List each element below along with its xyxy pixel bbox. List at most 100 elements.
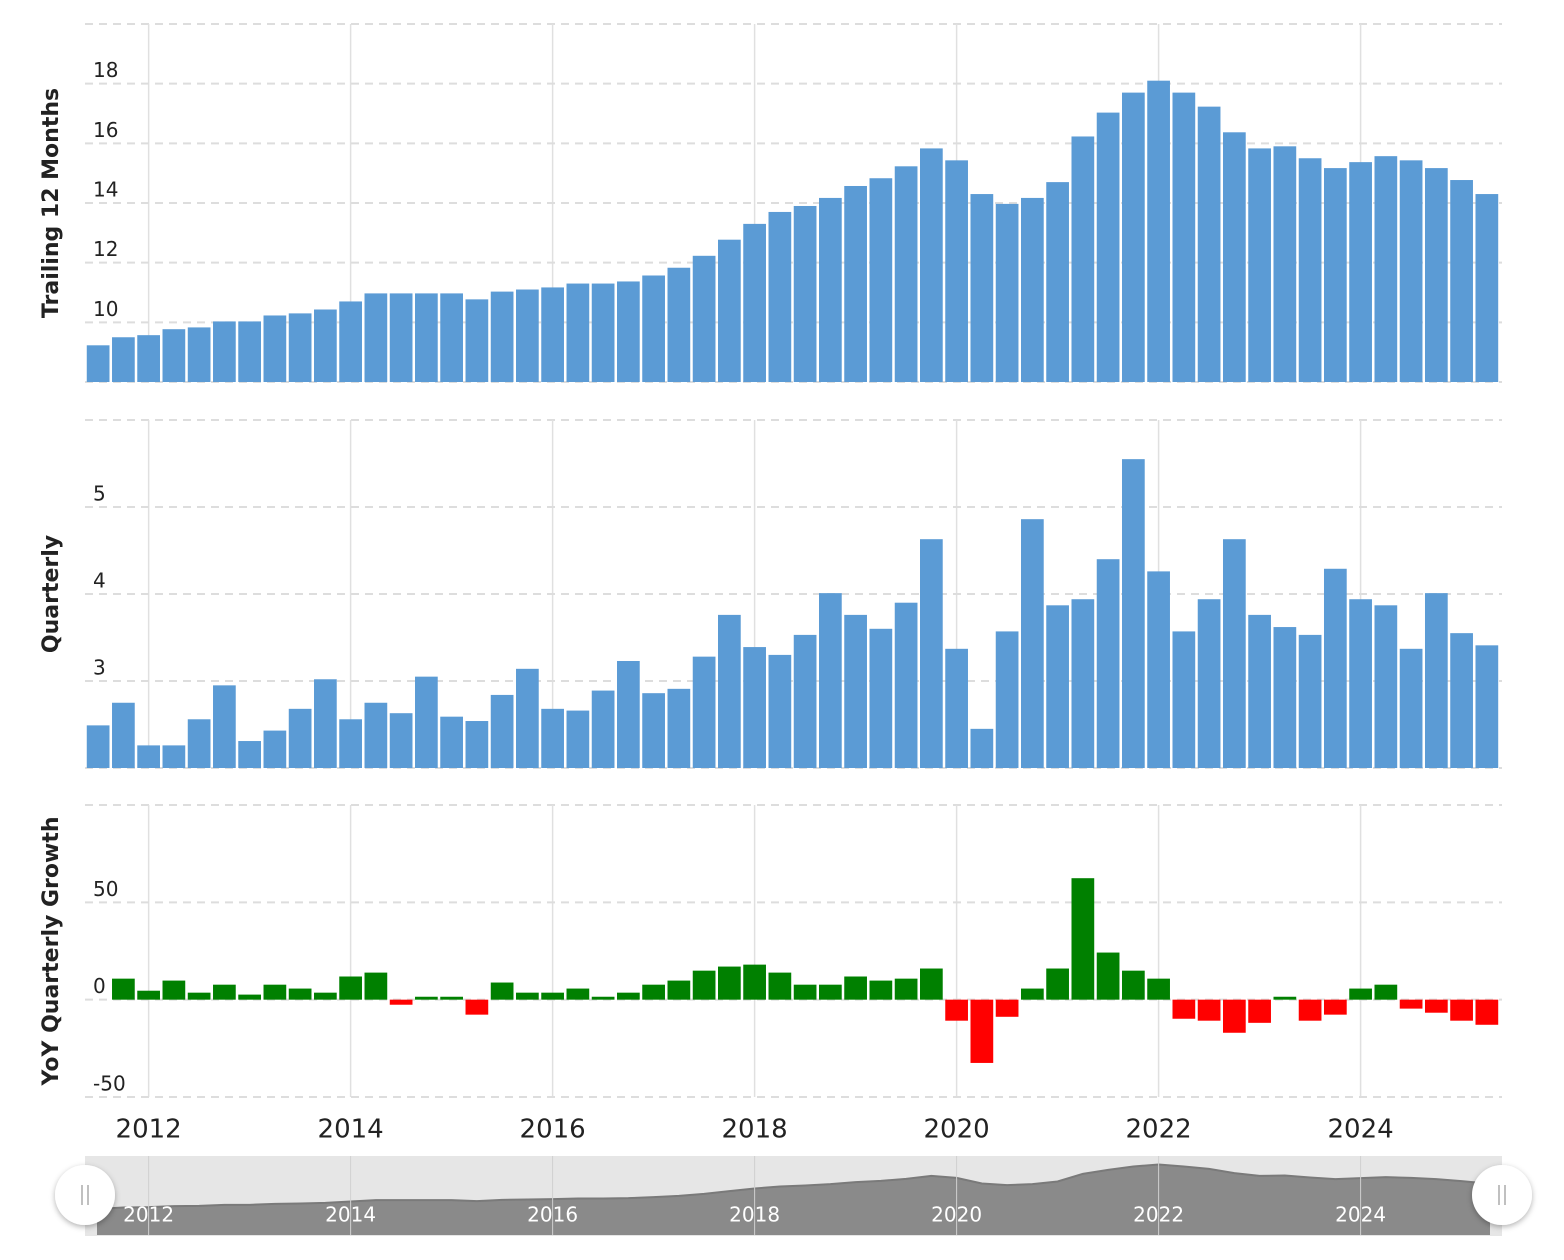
bar (339, 301, 362, 382)
bar (894, 978, 918, 1000)
bar (869, 980, 893, 1000)
bar (1273, 627, 1297, 768)
x-tick-label: 2024 (1328, 1115, 1394, 1145)
bar (1323, 999, 1347, 1015)
bar (1424, 999, 1448, 1013)
bar (263, 984, 287, 1000)
bar (1349, 988, 1372, 1000)
bar (1248, 614, 1271, 768)
bar (1424, 168, 1448, 382)
panel: 2012 2014 2016 2018 2020 2022 2024 -50 0 50 YoY Qu… (39, 804, 1502, 1145)
bar (1147, 80, 1170, 382)
bar (1172, 92, 1196, 382)
bar (869, 628, 893, 768)
bar (591, 690, 615, 768)
y-axis-title: Quarterly (39, 535, 64, 653)
bar (1071, 136, 1095, 382)
y-tick-label: 5 (93, 482, 106, 506)
bar (894, 166, 918, 382)
y-tick-label: 3 (93, 656, 106, 680)
bar (238, 741, 261, 768)
bar (566, 988, 590, 1000)
x-tick-label: 2012 (116, 1115, 182, 1145)
bar (995, 631, 1019, 768)
bar (1197, 599, 1221, 768)
y-tick-label: 50 (93, 877, 118, 901)
bar (1399, 648, 1423, 768)
bar (819, 984, 842, 1000)
bar (112, 337, 135, 382)
panel: 2345Quarterly (39, 419, 1502, 769)
bar (516, 289, 539, 382)
bar (743, 223, 766, 382)
bar (389, 999, 413, 1005)
bar (288, 988, 312, 1000)
bar (692, 656, 716, 768)
navigator-handle[interactable] (55, 1165, 115, 1225)
bar (819, 197, 842, 382)
bar (238, 321, 261, 382)
bar (1071, 599, 1095, 768)
bar (516, 992, 539, 1000)
bar (692, 255, 716, 382)
bar (213, 321, 236, 382)
bar (642, 693, 665, 768)
bar (1248, 148, 1271, 382)
bar (162, 980, 186, 1000)
bar (1450, 999, 1473, 1021)
bar (945, 648, 968, 768)
bar (465, 299, 489, 382)
bar (415, 996, 438, 1000)
y-tick-label: -50 (93, 1072, 126, 1096)
navigator-handle[interactable] (1472, 1165, 1532, 1225)
bar (844, 185, 867, 382)
bar (490, 694, 514, 768)
y-tick-label: 12 (93, 237, 118, 261)
bar (364, 293, 388, 382)
bar (1222, 132, 1246, 382)
bar (1121, 970, 1145, 1000)
navigator-label: 2018 (729, 1203, 780, 1227)
navigator-label: 2014 (325, 1203, 376, 1227)
x-tick-label: 2018 (722, 1115, 788, 1145)
bar (1450, 180, 1473, 382)
bar (793, 205, 817, 382)
bar (1121, 92, 1145, 382)
navigator-label: 2020 (931, 1203, 982, 1227)
bar (541, 992, 564, 1000)
bar (1399, 999, 1423, 1009)
bar (263, 315, 287, 382)
bar (1450, 633, 1473, 768)
bar (743, 647, 766, 768)
bar (339, 719, 362, 768)
bar (1121, 459, 1145, 768)
x-tick-label: 2020 (924, 1115, 990, 1145)
bar (1172, 631, 1196, 768)
bar (844, 976, 867, 1000)
bar (389, 713, 413, 768)
bar (137, 335, 160, 382)
bar (1071, 878, 1095, 1000)
bar (591, 283, 615, 382)
bar (1349, 599, 1372, 768)
x-tick-label: 2016 (520, 1115, 586, 1145)
bar (617, 281, 640, 382)
bar (440, 716, 463, 768)
bar (187, 719, 211, 768)
bar (137, 990, 160, 1000)
bar (314, 309, 337, 382)
bar (667, 688, 691, 768)
navigator-label: 2024 (1335, 1203, 1386, 1227)
bar (440, 996, 463, 1000)
y-tick-label: 18 (93, 58, 118, 82)
bar (591, 996, 615, 1000)
bar (919, 148, 943, 382)
bar (1020, 988, 1044, 1000)
bar (1222, 539, 1246, 768)
bar (415, 676, 438, 768)
bar (1197, 106, 1221, 382)
bar (1475, 194, 1499, 382)
bar (844, 614, 867, 768)
bar (490, 291, 514, 382)
bar (768, 211, 792, 382)
